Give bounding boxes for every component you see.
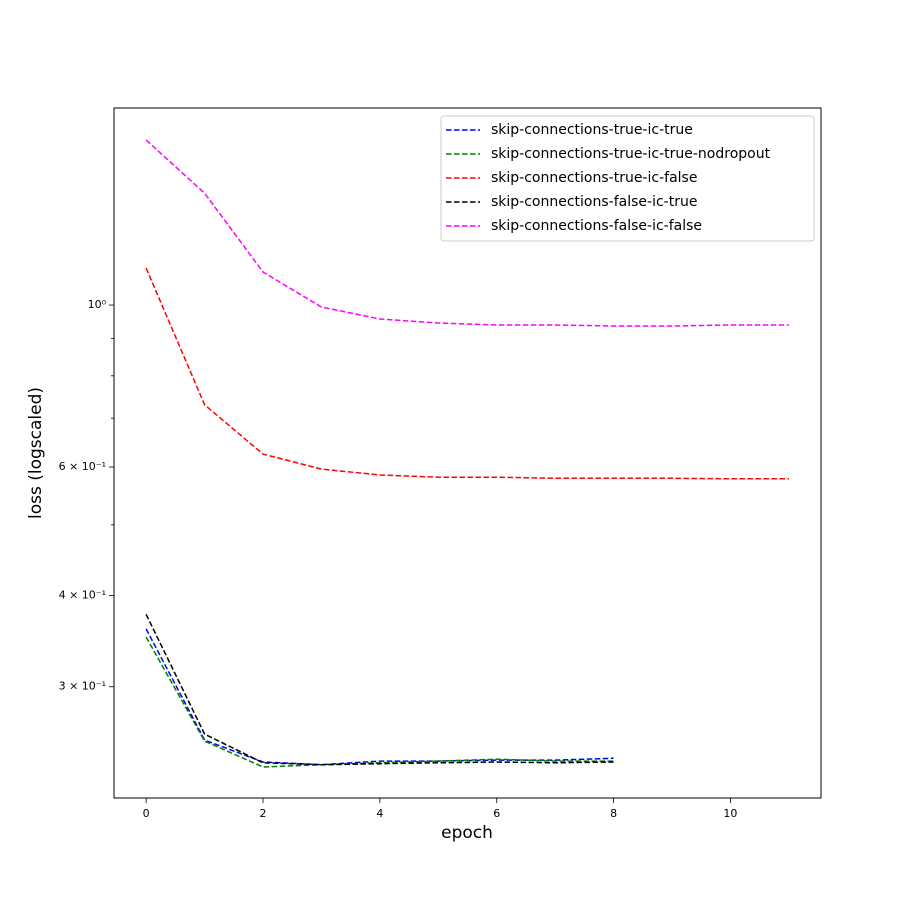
legend-label: skip-connections-false-ic-true bbox=[491, 194, 697, 210]
x-axis-label: epoch bbox=[441, 823, 493, 843]
series-line bbox=[145, 139, 789, 327]
x-tick-label: 10 bbox=[723, 807, 737, 820]
plot-frame bbox=[113, 107, 822, 799]
x-tick-label: 2 bbox=[259, 807, 266, 820]
y-axis-label: loss (logscaled) bbox=[26, 387, 46, 519]
legend-label: skip-connections-true-ic-true bbox=[491, 122, 693, 138]
legend-box bbox=[440, 115, 815, 242]
y-tick-label: 6 × 10⁻¹ bbox=[59, 460, 106, 473]
y-tick-label: 10⁰ bbox=[88, 298, 107, 311]
legend-label: skip-connections-false-ic-false bbox=[491, 218, 702, 234]
series-line bbox=[145, 267, 789, 480]
legend-label: skip-connections-true-ic-true-nodropout bbox=[491, 146, 771, 162]
x-tick-label: 4 bbox=[376, 807, 383, 820]
legend-label: skip-connections-true-ic-false bbox=[491, 170, 697, 186]
x-tick-label: 6 bbox=[493, 807, 500, 820]
series-line bbox=[145, 613, 614, 766]
y-tick-label: 3 × 10⁻¹ bbox=[59, 680, 106, 693]
x-tick-label: 0 bbox=[143, 807, 150, 820]
series-line bbox=[145, 636, 614, 768]
y-tick-label: 4 × 10⁻¹ bbox=[59, 589, 106, 602]
x-tick-label: 8 bbox=[610, 807, 617, 820]
